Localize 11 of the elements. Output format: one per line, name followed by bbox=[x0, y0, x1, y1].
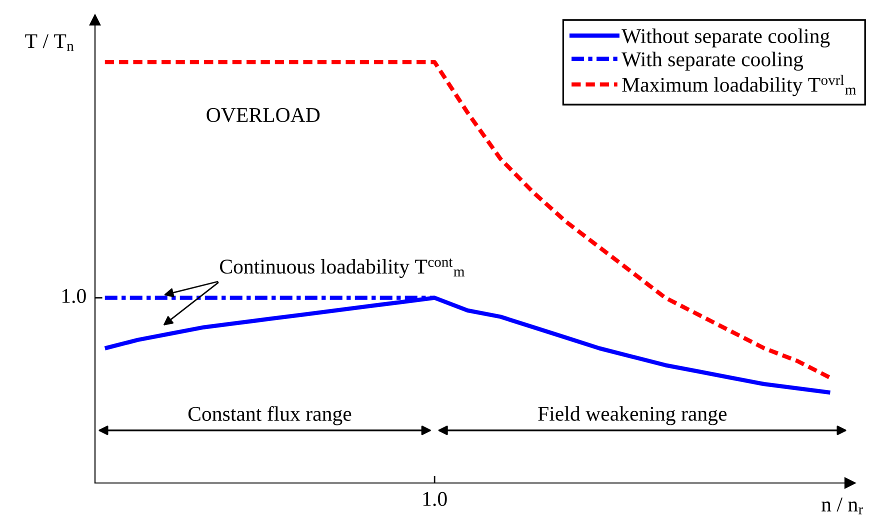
x-axis-title: n / n$_{r}$ bbox=[822, 498, 864, 514]
annotation: Constant flux range bbox=[188, 406, 352, 426]
legend-label: Without separate cooling bbox=[622, 28, 830, 48]
legend-label: With separate cooling bbox=[622, 52, 804, 71]
annotation: Field weakening range bbox=[538, 406, 727, 426]
annotation: OVERLOAD bbox=[206, 108, 320, 122]
annotation: Continuous loadability T$^{cont}$$_{m}$ bbox=[220, 258, 465, 278]
text: 1.0 bbox=[62, 288, 86, 304]
text: 1.0 bbox=[423, 492, 447, 506]
y-axis-title: T / T$_{n}$ bbox=[25, 34, 74, 51]
legend-label: Maximum loadability T$^{ovrl}$$_{m}$ bbox=[622, 74, 856, 96]
